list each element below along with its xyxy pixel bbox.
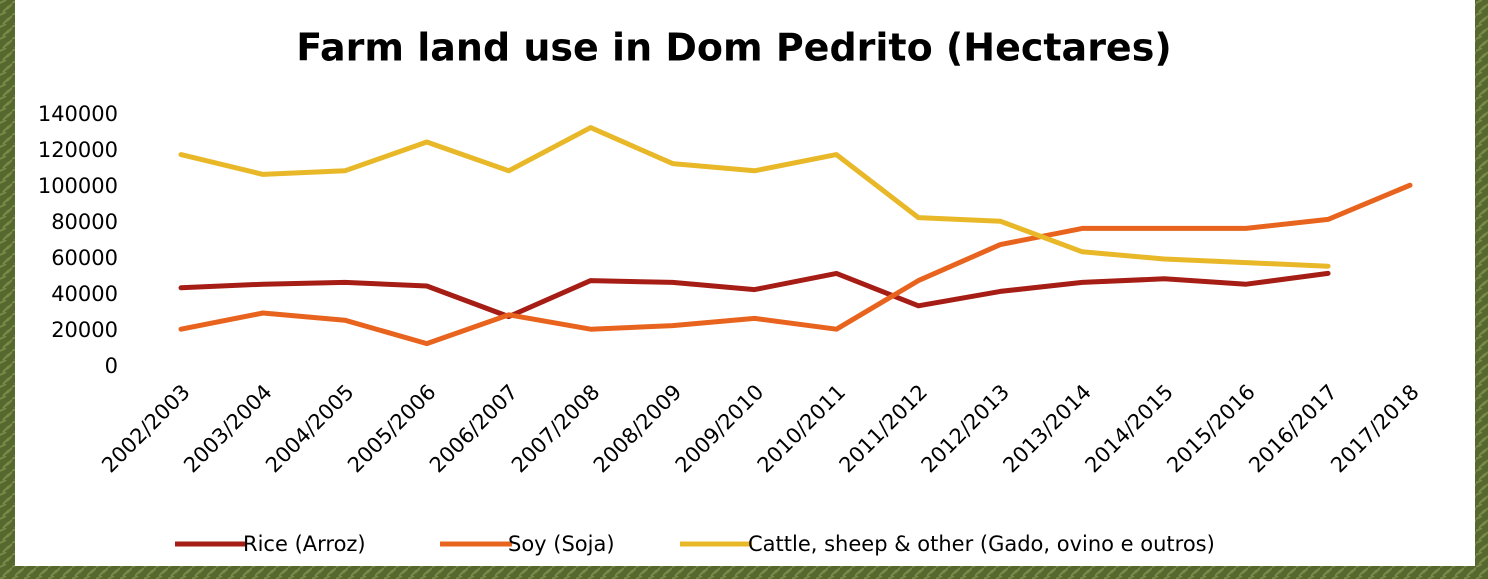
y-tick-label: 120000 <box>38 138 118 162</box>
line-series <box>178 182 1413 347</box>
chart-title: Farm land use in Dom Pedrito (Hectares) <box>296 26 1171 70</box>
y-tick-label: 80000 <box>51 210 118 234</box>
legend-label: Soy (Soja) <box>508 532 615 556</box>
line-series <box>178 270 1331 320</box>
line-series <box>178 125 1331 269</box>
legend-label: Rice (Arroz) <box>243 532 366 556</box>
legend-label: Cattle, sheep & other (Gado, ovino e out… <box>748 532 1215 556</box>
y-tick-label: 20000 <box>51 318 118 342</box>
y-tick-label: 40000 <box>51 282 118 306</box>
y-tick-label: 0 <box>105 354 118 378</box>
y-tick-label: 60000 <box>51 246 118 270</box>
y-tick-label: 140000 <box>38 102 118 126</box>
y-tick-label: 100000 <box>38 174 118 198</box>
